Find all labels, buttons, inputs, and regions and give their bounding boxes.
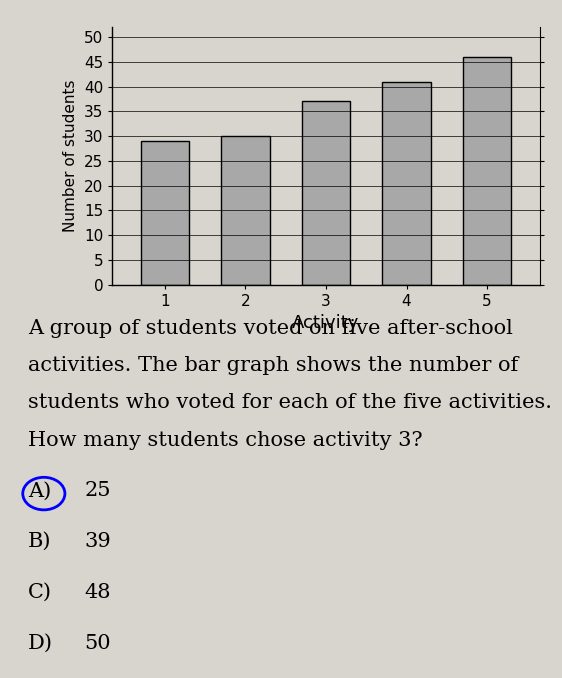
Text: 25: 25 xyxy=(84,481,111,500)
Text: 48: 48 xyxy=(84,583,111,602)
Text: A): A) xyxy=(28,481,51,500)
Bar xyxy=(463,57,511,285)
Text: 39: 39 xyxy=(84,532,111,551)
Text: How many students chose activity 3?: How many students chose activity 3? xyxy=(28,431,423,450)
Bar xyxy=(382,81,430,285)
Y-axis label: Number of students: Number of students xyxy=(64,80,79,232)
Text: C): C) xyxy=(28,583,52,602)
Text: D): D) xyxy=(28,634,53,653)
Text: activities. The bar graph shows the number of: activities. The bar graph shows the numb… xyxy=(28,356,518,375)
Text: A group of students voted on five after-school: A group of students voted on five after-… xyxy=(28,319,513,338)
Bar xyxy=(302,102,350,285)
Bar xyxy=(221,136,270,285)
Text: B): B) xyxy=(28,532,52,551)
X-axis label: Activity: Activity xyxy=(292,315,360,332)
Bar xyxy=(140,141,189,285)
Text: 50: 50 xyxy=(84,634,111,653)
Text: students who voted for each of the five activities.: students who voted for each of the five … xyxy=(28,393,552,412)
